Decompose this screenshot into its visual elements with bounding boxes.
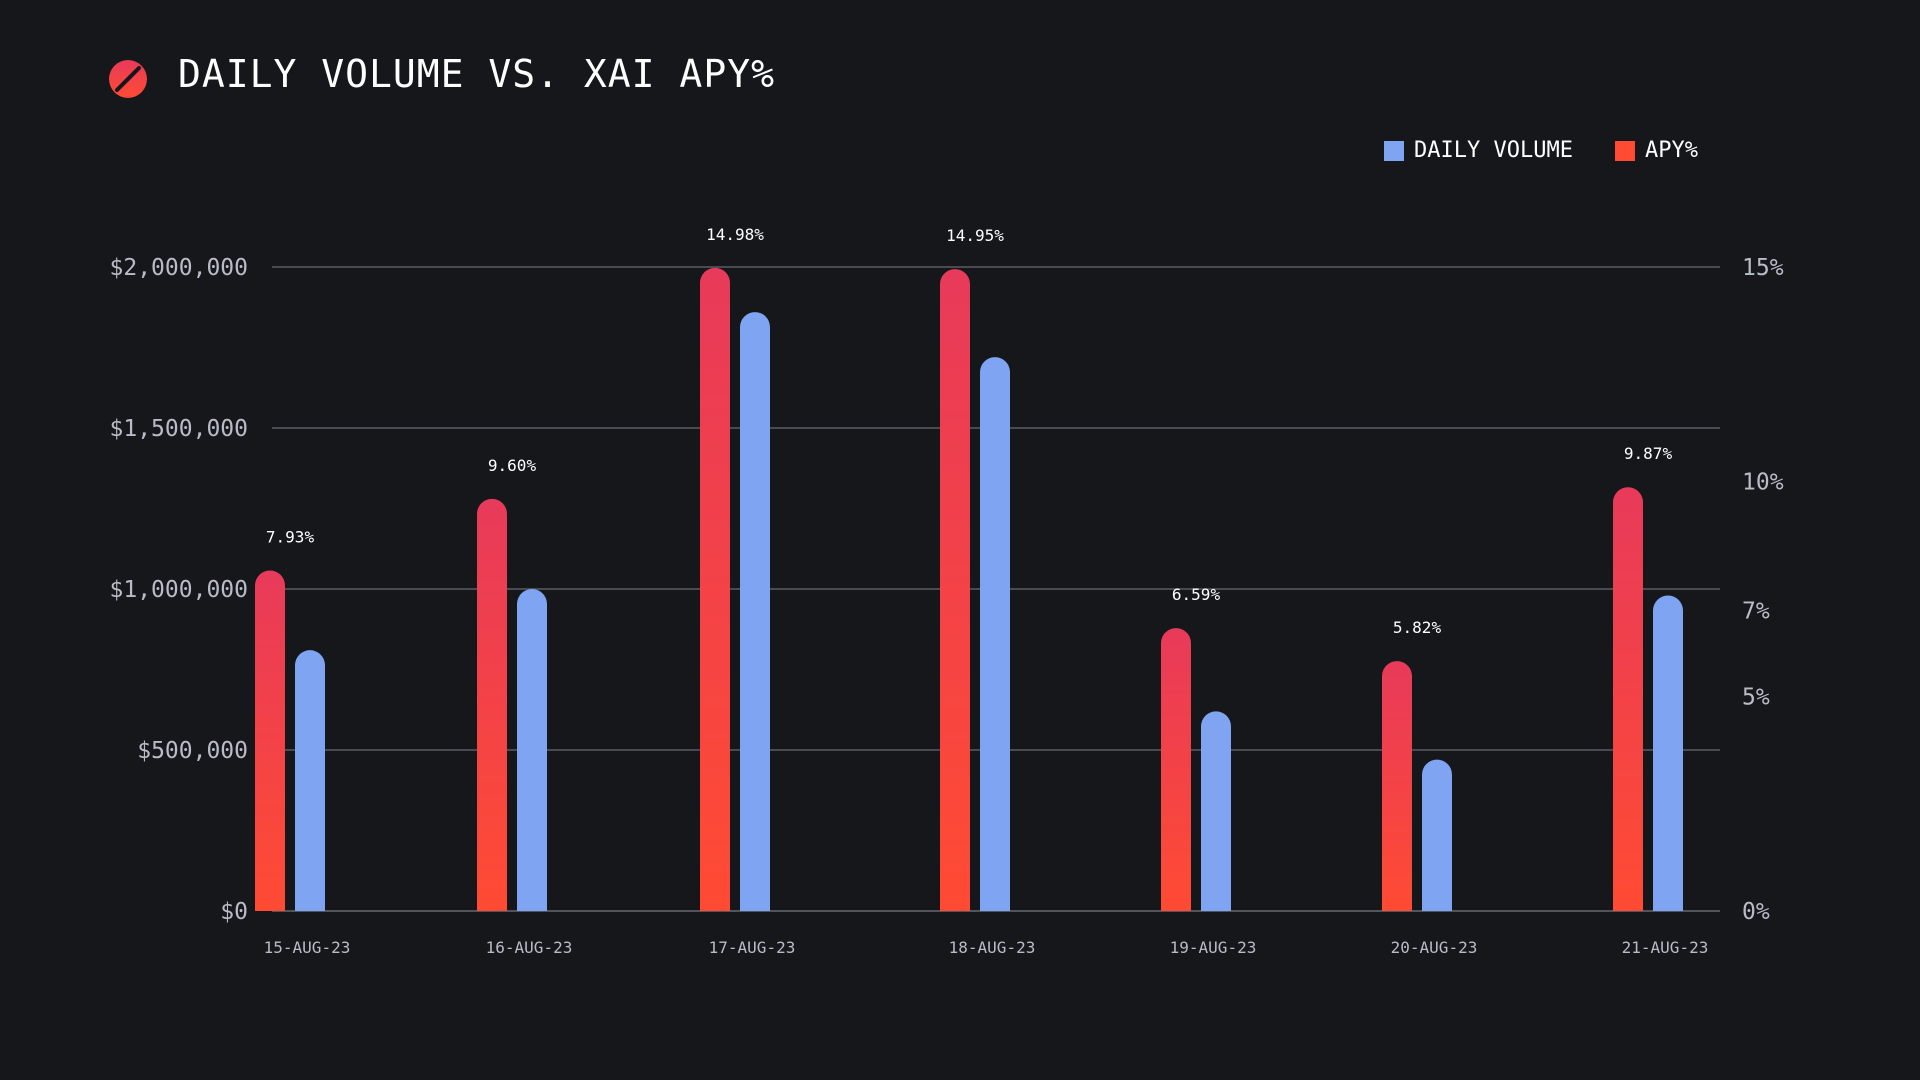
volume-bar xyxy=(1653,595,1683,911)
volume-bar xyxy=(1201,711,1231,911)
legend-label-apy: APY% xyxy=(1644,138,1698,163)
x-axis-tick-label: 15-AUG-23 xyxy=(264,938,351,957)
x-axis-tick-label: 20-AUG-23 xyxy=(1391,938,1478,957)
volume-bar xyxy=(740,312,770,911)
chart-title: DAILY VOLUME VS. XAI APY% xyxy=(178,52,775,96)
x-axis: 15-AUG-23 16-AUG-23 17-AUG-23 18-AUG-23 19-A… xyxy=(264,938,1709,957)
apy-bar xyxy=(1382,661,1412,911)
left-axis-tick-label: $2,000,000 xyxy=(110,255,248,281)
slashed-circle-icon xyxy=(109,60,147,98)
data-labels: 7.93% 9.60% 14.98% 14.95% 6.59% 5.82% 9.87% xyxy=(266,225,1673,637)
apy-bar xyxy=(940,269,970,911)
left-axis-tick-label: $1,000,000 xyxy=(110,577,248,603)
left-axis-tick-label: $0 xyxy=(220,899,248,925)
apy-data-label: 7.93% xyxy=(266,528,315,547)
legend-swatch-daily-volume xyxy=(1384,140,1404,161)
legend-swatch-apy xyxy=(1614,140,1635,161)
x-axis-tick-label: 17-AUG-23 xyxy=(709,938,796,957)
volume-bar xyxy=(1422,759,1452,911)
apy-data-label: 5.82% xyxy=(1393,618,1442,637)
apy-bar xyxy=(1613,487,1643,911)
left-axis-tick-label: $1,500,000 xyxy=(110,416,248,442)
x-axis-tick-label: 16-AUG-23 xyxy=(486,938,573,957)
apy-data-label: 6.59% xyxy=(1172,585,1221,604)
legend-item-apy: APY% xyxy=(1614,138,1698,163)
right-axis-tick-label: 15% xyxy=(1742,255,1784,281)
volume-bar xyxy=(295,650,325,911)
chart-legend: DAILY VOLUME APY% xyxy=(1384,138,1698,163)
apy-data-label: 9.60% xyxy=(488,456,537,475)
apy-bar xyxy=(1161,628,1191,911)
right-axis-tick-label: 10% xyxy=(1742,470,1784,496)
legend-label-daily-volume: DAILY VOLUME xyxy=(1414,138,1573,163)
x-axis-tick-label: 21-AUG-23 xyxy=(1622,938,1709,957)
right-axis-tick-label: 5% xyxy=(1742,684,1770,710)
left-axis-tick-label: $500,000 xyxy=(137,738,248,764)
volume-bar xyxy=(517,589,547,911)
apy-data-label: 14.95% xyxy=(946,226,1004,245)
apy-bar xyxy=(700,267,730,911)
legend-item-daily-volume: DAILY VOLUME xyxy=(1384,138,1573,163)
apy-data-label: 9.87% xyxy=(1624,444,1673,463)
volume-bar xyxy=(980,357,1010,911)
right-axis-tick-label: 7% xyxy=(1742,598,1770,624)
right-axis-tick-label: 0% xyxy=(1742,899,1770,925)
apy-bar xyxy=(477,498,508,911)
left-axis: $0 $500,000 $1,000,000 $1,500,000 $2,000,000 xyxy=(110,255,248,925)
right-axis: 0% 5% 7% 10% 15% xyxy=(1742,255,1784,925)
x-axis-tick-label: 18-AUG-23 xyxy=(949,938,1036,957)
x-axis-tick-label: 19-AUG-23 xyxy=(1170,938,1257,957)
apy-data-label: 14.98% xyxy=(706,225,764,244)
bars xyxy=(255,267,1683,911)
apy-bar xyxy=(255,570,285,911)
